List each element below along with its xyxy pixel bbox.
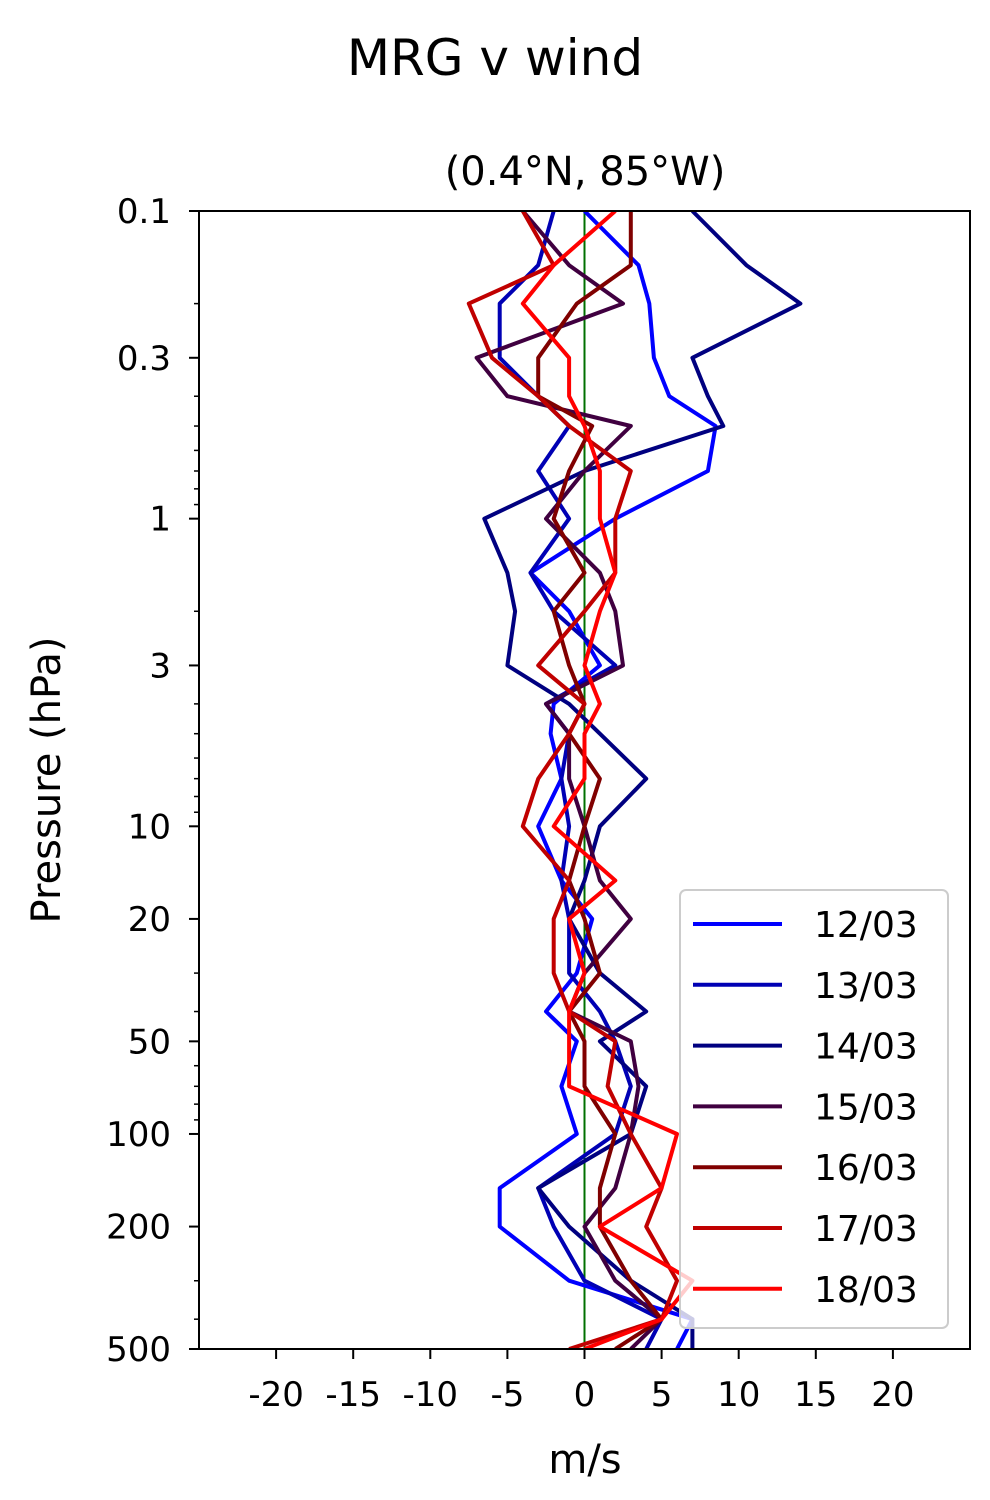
x-tick-label: -15 [325,1375,381,1415]
y-axis-label: Pressure (hPa) [24,637,70,924]
y-tick-label: 20 [128,900,171,940]
y-tick-label: 50 [128,1022,171,1062]
x-tick-label: -20 [248,1375,304,1415]
legend-box [679,889,949,1329]
x-tick-label: 15 [794,1375,837,1415]
legend-label: 14/03 [814,1027,918,1068]
series-line-13-03 [497,211,664,1349]
legend-label: 15/03 [814,1087,918,1128]
series-line-17-03 [466,211,679,1349]
chart-suptitle: MRG v wind [347,29,643,87]
x-tick-label: 5 [651,1375,673,1415]
x-tick-label: -5 [490,1375,524,1415]
y-tick-label: 10 [128,807,171,847]
y-tick-label: 1 [149,500,171,540]
y-tick-label: 3 [149,646,171,686]
y-tick-label: 100 [106,1115,171,1155]
legend-label: 18/03 [814,1270,918,1311]
y-tick-label: 500 [106,1330,171,1370]
x-tick-label: 20 [871,1375,914,1415]
legend: 12/03 13/03 14/03 15/03 16/03 17/03 18/03 [679,889,949,1329]
chart-title: (0.4°N, 85°W) [445,149,726,195]
y-tick-label: 0.1 [117,192,171,232]
x-tick-label: 10 [717,1375,760,1415]
series-line-18-03 [520,211,695,1349]
y-tick-label: 0.3 [117,339,171,379]
x-tick-label: -10 [403,1375,459,1415]
legend-label: 17/03 [814,1209,918,1250]
y-tick-label: 200 [106,1208,171,1248]
series-line-14-03 [482,211,803,1349]
series-line-16-03 [536,211,664,1349]
legend-label: 16/03 [814,1148,918,1189]
plot-frame [198,210,971,1350]
legend-label: 12/03 [814,905,918,946]
x-axis-label: m/s [548,1437,621,1483]
legend-label: 13/03 [814,966,918,1007]
x-tick-label: 0 [574,1375,596,1415]
